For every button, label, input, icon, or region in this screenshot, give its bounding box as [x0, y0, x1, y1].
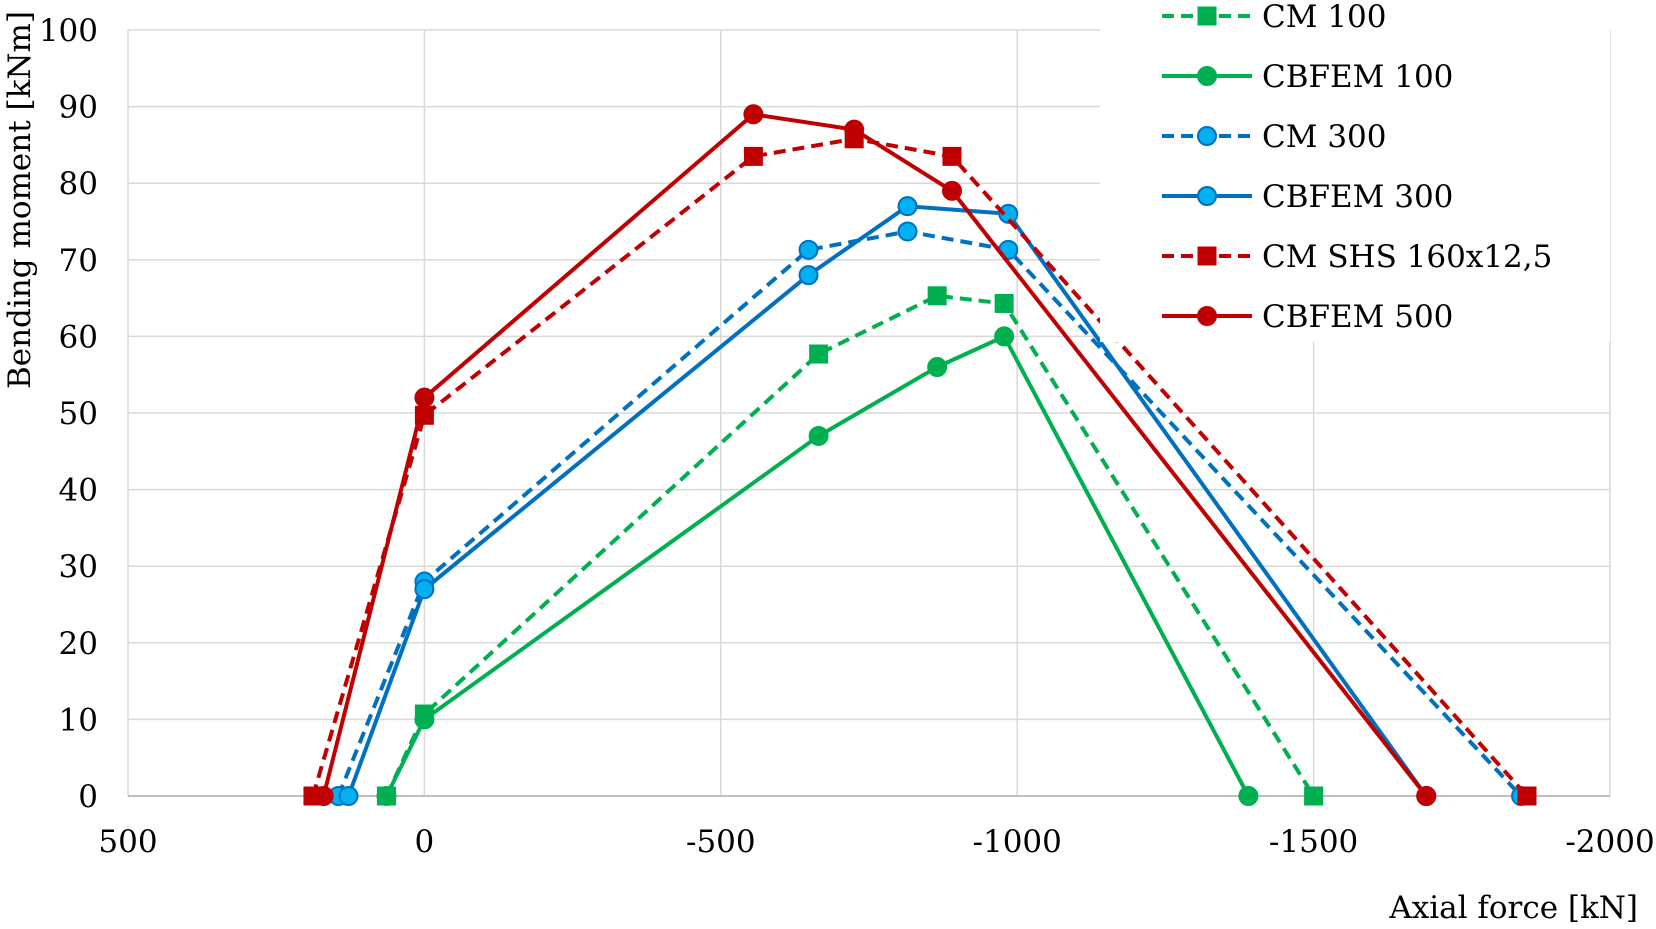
legend-entry: CM 300 [1162, 119, 1386, 155]
data-point [414, 709, 435, 730]
legend-label: CM SHS 160x12,5 [1262, 239, 1552, 275]
x-tick-label: 500 [98, 824, 157, 860]
y-tick-label: 0 [78, 779, 98, 815]
data-point [414, 387, 435, 408]
legend-label: CBFEM 500 [1262, 299, 1453, 335]
data-point [897, 196, 918, 217]
series-line [384, 293, 1316, 798]
y-tick-label: 80 [59, 166, 98, 202]
x-tick-label: -2000 [1565, 824, 1654, 860]
legend: CM 100 CBFEM 100 CM 300 CBFEM 300 CM SHS 160… [1100, 0, 1610, 342]
legend-entry: CBFEM 500 [1162, 299, 1453, 335]
grid-lines [127, 29, 1611, 796]
data-point [338, 786, 359, 806]
legend-entry: CM 100 [1162, 0, 1386, 35]
data-point [743, 146, 763, 166]
legend-entry: CM SHS 160x12,5 [1162, 239, 1552, 275]
series-line [384, 334, 1251, 797]
y-tick-label: 30 [59, 549, 98, 585]
y-tick-label: 10 [59, 702, 98, 738]
legend-marker [1197, 186, 1217, 206]
y-tick-label: 100 [39, 13, 98, 49]
data-point [927, 286, 947, 306]
data-series [303, 104, 1537, 806]
legend-label: CM 300 [1262, 119, 1386, 155]
data-point [414, 579, 435, 600]
legend-label: CM 100 [1262, 0, 1386, 35]
data-point [1517, 786, 1537, 806]
data-point [927, 357, 948, 378]
data-point [1416, 786, 1437, 806]
data-point [897, 221, 918, 242]
data-point [313, 786, 334, 806]
legend-marker [1197, 6, 1217, 26]
data-point [798, 239, 819, 260]
x-tick-label: -1000 [973, 824, 1062, 860]
data-point [998, 203, 1019, 224]
data-point [376, 786, 397, 806]
data-point [743, 104, 764, 125]
legend-marker [1197, 306, 1217, 326]
legend-marker [1197, 126, 1217, 146]
series-line [346, 204, 1428, 798]
data-point [798, 265, 819, 286]
x-tick-label: -1500 [1269, 824, 1358, 860]
data-point [809, 344, 829, 364]
y-tick-label: 40 [59, 473, 98, 509]
legend-entry: CBFEM 100 [1162, 59, 1453, 95]
series-5 [313, 104, 1437, 806]
data-point [1304, 786, 1324, 806]
y-tick-label: 70 [59, 243, 98, 279]
series-1 [376, 326, 1259, 806]
x-tick-label: -500 [686, 824, 756, 860]
data-point [808, 425, 829, 446]
data-point [942, 146, 962, 166]
y-axis-title: Bending moment [kNm] [2, 11, 38, 389]
series-0 [376, 286, 1324, 806]
data-point [844, 119, 865, 140]
y-tick-label: 20 [59, 626, 98, 662]
data-point [1238, 786, 1259, 806]
legend-label: CBFEM 300 [1262, 179, 1453, 215]
y-tick-label: 50 [59, 396, 98, 432]
y-tick-label: 60 [59, 319, 98, 355]
legend-marker [1197, 246, 1217, 266]
y-tick-label: 90 [59, 90, 98, 126]
x-tick-label: 0 [415, 824, 435, 860]
series-line [321, 112, 1428, 798]
legend-label: CBFEM 100 [1262, 59, 1453, 95]
data-point [994, 293, 1014, 313]
legend-background [1100, 0, 1610, 342]
data-point [941, 180, 962, 201]
data-point [994, 326, 1015, 347]
legend-entry: CBFEM 300 [1162, 179, 1453, 215]
legend-marker [1197, 66, 1217, 86]
x-axis-title: Axial force [kN] [1388, 890, 1638, 926]
